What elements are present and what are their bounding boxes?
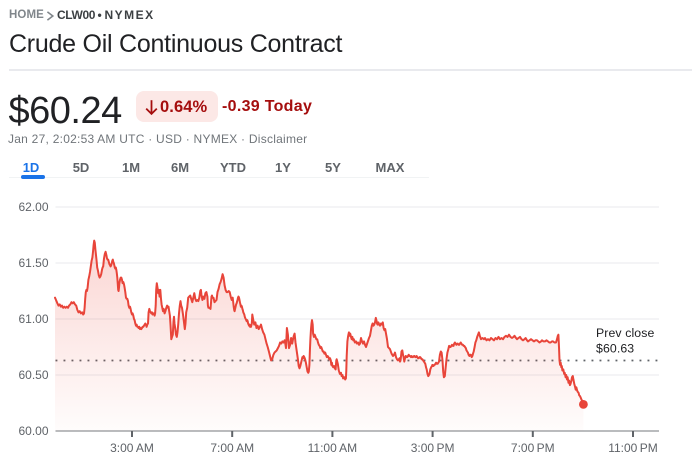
svg-text:7:00 AM: 7:00 AM — [210, 441, 254, 455]
svg-text:62.00: 62.00 — [18, 200, 48, 214]
svg-text:Prev close: Prev close — [596, 326, 654, 340]
svg-text:11:00 PM: 11:00 PM — [608, 441, 658, 455]
svg-text:61.50: 61.50 — [18, 256, 48, 270]
svg-text:60.00: 60.00 — [18, 424, 48, 438]
svg-text:3:00 AM: 3:00 AM — [110, 441, 154, 455]
svg-text:11:00 AM: 11:00 AM — [308, 441, 358, 455]
svg-text:3:00 PM: 3:00 PM — [411, 441, 455, 455]
svg-text:60.50: 60.50 — [18, 368, 48, 382]
svg-text:$60.63: $60.63 — [596, 342, 634, 356]
svg-text:7:00 PM: 7:00 PM — [511, 441, 555, 455]
svg-text:61.00: 61.00 — [18, 312, 48, 326]
